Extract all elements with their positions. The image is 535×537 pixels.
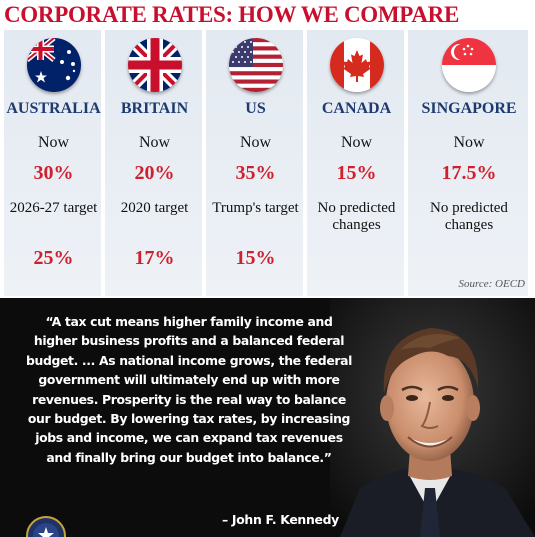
target-rate: 15%	[235, 247, 276, 269]
country-column-canada: CANADA Now 15% No predicted changes	[307, 30, 406, 296]
corporate-rates-infographic: CORPORATE RATES: HOW WE COMPARE	[4, 2, 530, 296]
current-rate: 17.5%	[441, 162, 497, 184]
target-rate: 17%	[134, 247, 175, 269]
country-column-us: US Now 35% Trump's target 15%	[206, 30, 305, 296]
country-column-britain: BRITAIN Now 20% 2020 target 17%	[105, 30, 204, 296]
jfk-portrait	[330, 298, 535, 537]
target-label: No predicted changes	[430, 200, 508, 233]
now-label: Now	[138, 134, 171, 151]
now-label: Now	[239, 134, 272, 151]
kennedy-quote: “A tax cut means higher family income an…	[25, 314, 353, 465]
country-name: US	[245, 100, 266, 117]
country-column-australia: AUSTRALIA Now 30% 2026-27 target 25%	[4, 30, 103, 296]
target-label: Trump's target	[212, 200, 299, 216]
target-label: 2026-27 target	[9, 200, 98, 216]
target-label: No predicted changes	[317, 200, 396, 233]
current-rate: 20%	[134, 162, 175, 184]
country-name: CANADA	[321, 100, 392, 117]
now-label: Now	[37, 134, 70, 151]
canada-flag-icon	[330, 38, 384, 92]
headline: CORPORATE RATES: HOW WE COMPARE	[4, 2, 459, 27]
current-rate: 15%	[336, 162, 377, 184]
country-columns: AUSTRALIA Now 30% 2026-27 target 25% BRI…	[4, 30, 530, 296]
country-column-singapore: SINGAPORE Now 17.5% No predicted changes	[408, 30, 530, 296]
quote-attribution: – John F. Kennedy	[222, 512, 339, 527]
target-rate: 25%	[33, 247, 74, 269]
target-label: 2020 target	[120, 200, 189, 216]
singapore-flag-icon	[442, 38, 496, 92]
now-label: Now	[453, 134, 485, 151]
country-name: BRITAIN	[120, 100, 189, 117]
quote-panel: “A tax cut means higher family income an…	[0, 298, 535, 537]
uk-flag-icon	[128, 38, 182, 92]
australia-flag-icon	[27, 38, 81, 92]
current-rate: 35%	[235, 162, 276, 184]
us-flag-icon	[229, 38, 283, 92]
presidential-seal-icon	[26, 516, 66, 537]
now-label: Now	[340, 134, 373, 151]
current-rate: 30%	[33, 162, 74, 184]
country-name: SINGAPORE	[421, 100, 517, 117]
source-credit: Source: OECD	[458, 278, 526, 290]
country-name: AUSTRALIA	[6, 100, 101, 117]
